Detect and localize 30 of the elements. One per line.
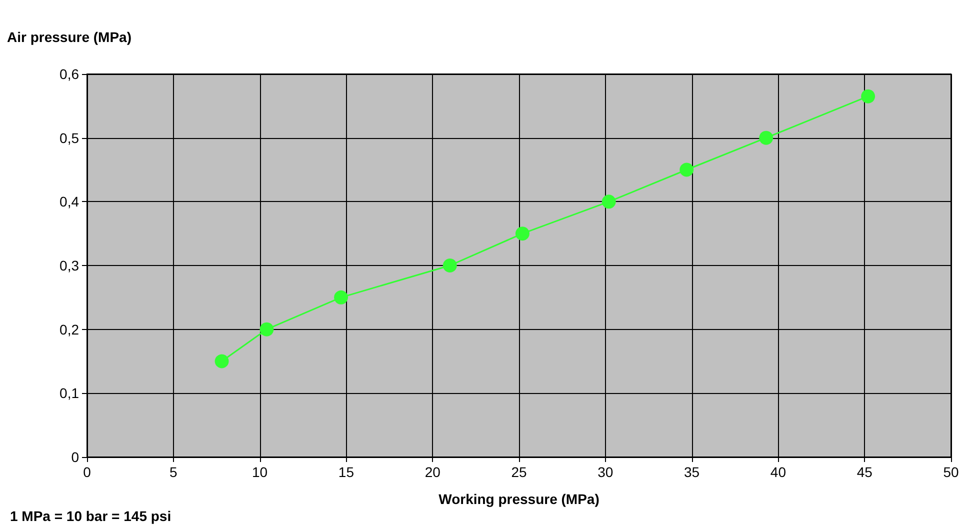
point [260, 322, 274, 336]
x-tick-label: 30 [598, 464, 614, 480]
point [442, 258, 457, 272]
point [680, 162, 694, 177]
y-axis-title: Air pressure (MPa) [7, 29, 132, 45]
x-tick-label: 5 [170, 464, 178, 480]
y-tick-label: 0,5 [60, 130, 80, 146]
y-tick-label: 0,3 [60, 258, 80, 274]
y-tick-label: 0 [71, 449, 80, 465]
x-axis-title: Working pressure (MPa) [438, 491, 600, 507]
point [759, 130, 774, 145]
x-tick-label: 40 [770, 464, 786, 480]
point [861, 89, 876, 104]
x-tick-label: 20 [424, 464, 441, 480]
y-tick-label: 0,4 [60, 194, 80, 210]
x-tick-label: 25 [511, 464, 527, 480]
x-tick-label: 10 [252, 464, 268, 480]
x-tick-label: 15 [338, 464, 354, 480]
x-tick-label: 35 [684, 464, 700, 480]
point [214, 354, 229, 368]
x-tick-label: 45 [856, 464, 873, 480]
point [334, 290, 348, 304]
point [515, 226, 530, 241]
x-tick-label: 50 [943, 464, 959, 480]
y-tick-label: 0,6 [60, 66, 80, 82]
y-tick-label: 0,1 [60, 385, 80, 402]
text: 1 MPa = 10 bar = 145 psi [10, 508, 172, 524]
point [602, 194, 616, 209]
y-tick-label: 0,2 [60, 321, 80, 338]
x-tick-label: 0 [83, 464, 92, 480]
